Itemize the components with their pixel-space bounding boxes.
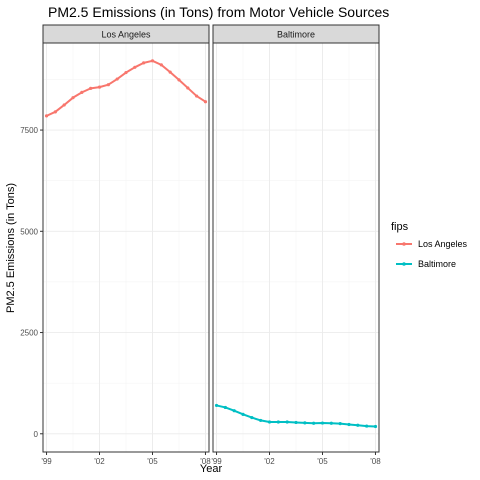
data-point <box>320 421 325 425</box>
legend-title: fips <box>391 221 409 233</box>
y-tick-label: 5000 <box>20 227 38 236</box>
legend-item-baltimore: Baltimore <box>396 259 456 269</box>
panel-grid <box>43 43 209 452</box>
data-point <box>276 420 280 424</box>
x-tick-label: '02 <box>94 457 105 466</box>
x-tick-label: '99 <box>211 457 222 466</box>
data-point <box>80 90 84 95</box>
y-axis-title: PM2.5 Emissions (in Tons) <box>5 183 17 313</box>
x-tick-label: '05 <box>317 457 328 466</box>
data-point <box>44 114 49 118</box>
data-point <box>285 420 289 424</box>
data-point <box>267 420 272 424</box>
data-point <box>294 420 298 425</box>
data-point <box>223 405 227 410</box>
data-point <box>214 403 219 408</box>
data-point <box>159 63 163 67</box>
x-tick-label: '02 <box>264 457 275 466</box>
legend-label: Los Angeles <box>418 239 468 249</box>
data-point <box>303 421 307 425</box>
x-tick-label: '08 <box>370 457 381 466</box>
x-tick-label: '05 <box>147 457 158 466</box>
data-point <box>142 61 146 65</box>
strip-label-baltimore: Baltimore <box>277 30 315 40</box>
data-point <box>168 70 172 74</box>
x-axis-title: Year <box>200 463 223 475</box>
facet-panel-los-angeles: Los Angeles '99 '02 '05 '08 <box>41 24 211 466</box>
data-point <box>115 77 119 81</box>
series-line-los-angeles <box>44 59 208 118</box>
y-axis: 0 2500 5000 7500 <box>20 126 43 439</box>
data-point <box>97 85 102 89</box>
data-point <box>133 65 137 69</box>
legend-item-los-angeles: Los Angeles <box>396 239 468 249</box>
data-point <box>259 418 263 423</box>
data-point <box>250 415 254 420</box>
y-tick-label: 2500 <box>20 329 38 338</box>
data-point <box>62 103 66 107</box>
strip-background <box>212 24 380 44</box>
data-point <box>373 424 378 429</box>
data-point <box>365 424 369 428</box>
strip-background <box>42 24 210 44</box>
data-point <box>232 409 236 413</box>
data-point <box>124 70 128 75</box>
x-tick-label: '08 <box>200 457 211 466</box>
chart-title: PM2.5 Emissions (in Tons) from Motor Veh… <box>48 4 389 20</box>
x-axis: '99 '02 '05 '08 <box>41 452 211 466</box>
panel-grid <box>213 43 379 452</box>
data-point <box>312 421 316 425</box>
data-point <box>150 59 155 63</box>
data-point <box>53 110 57 114</box>
data-point <box>241 412 245 416</box>
facet-panel-baltimore: Baltimore '99 '02 '05 '08 <box>211 24 381 466</box>
data-point <box>89 86 93 90</box>
data-point <box>356 423 360 427</box>
legend-key-point <box>402 262 406 266</box>
legend-label: Baltimore <box>418 259 456 269</box>
legend-key-point <box>402 242 406 246</box>
x-axis: '99 '02 '05 '08 <box>211 452 381 466</box>
data-point <box>186 86 190 90</box>
data-point <box>329 421 333 425</box>
data-point <box>106 83 110 87</box>
data-point <box>195 94 199 98</box>
x-tick-label: '99 <box>41 457 52 466</box>
data-point <box>338 422 342 426</box>
y-tick-label: 0 <box>34 430 39 439</box>
data-point <box>71 96 75 100</box>
data-point <box>203 100 208 104</box>
data-point <box>177 78 181 82</box>
strip-label-los-angeles: Los Angeles <box>101 30 151 40</box>
series-line-baltimore <box>214 403 378 429</box>
y-tick-label: 7500 <box>20 126 38 135</box>
legend: fips Los Angeles Baltimore <box>391 221 468 269</box>
data-point <box>347 422 351 427</box>
